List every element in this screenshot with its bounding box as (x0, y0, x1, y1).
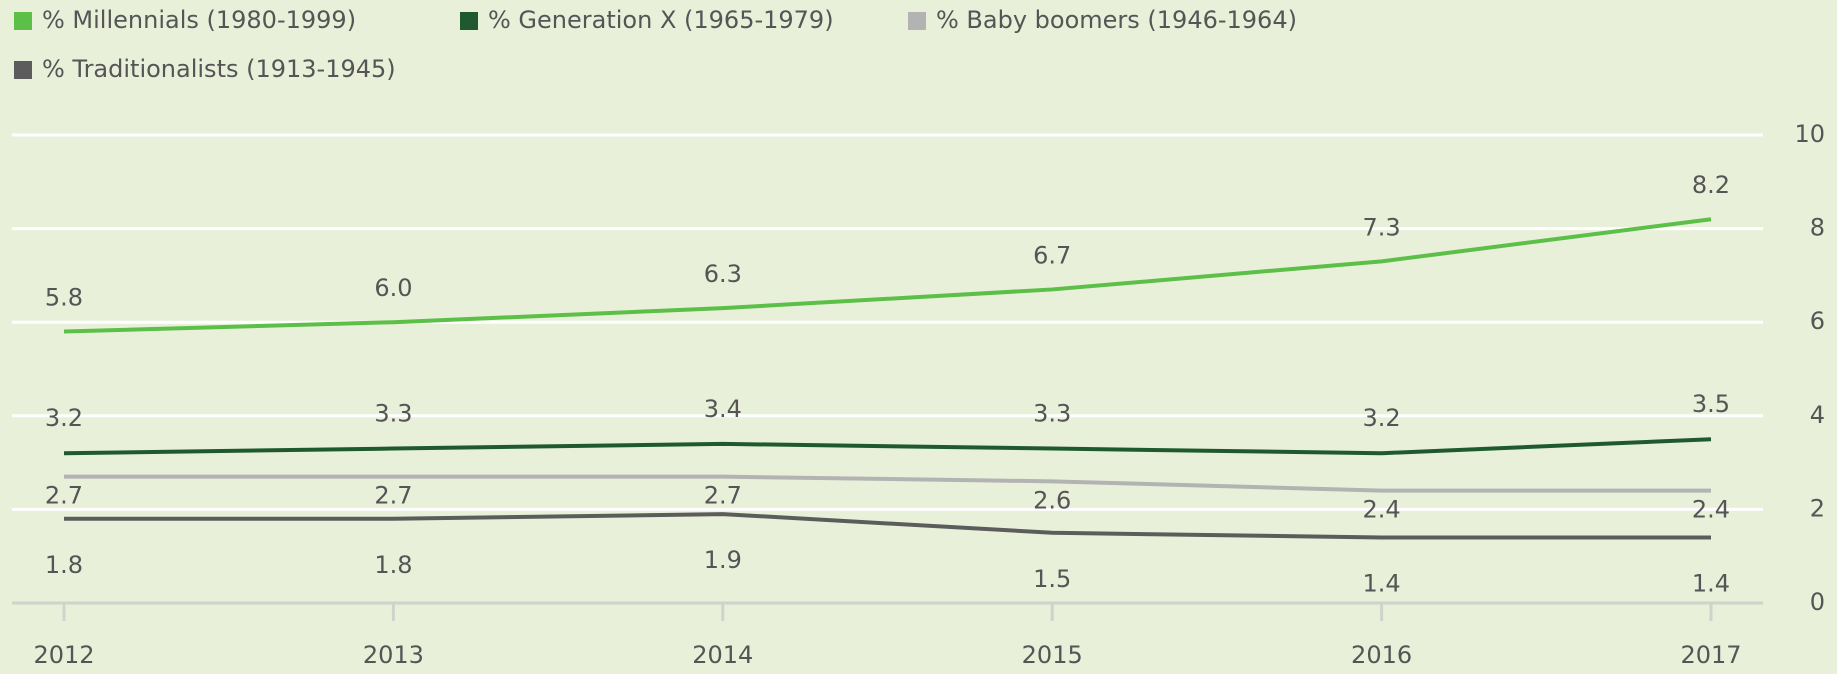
x-tick-label: 2013 (363, 641, 424, 669)
data-label: 1.8 (45, 551, 83, 579)
data-label: 3.3 (1033, 400, 1071, 428)
legend-swatch (14, 61, 32, 79)
data-label: 3.3 (374, 400, 412, 428)
y-tick-label: 8 (1810, 214, 1825, 242)
x-tick-label: 2015 (1022, 641, 1083, 669)
data-label: 1.5 (1033, 565, 1071, 593)
y-tick-label: 0 (1810, 588, 1825, 616)
data-label: 1.4 (1363, 569, 1401, 597)
data-label: 5.8 (45, 284, 83, 312)
data-label: 3.2 (1363, 404, 1401, 432)
data-label: 1.8 (374, 551, 412, 579)
x-tick-label: 2012 (33, 641, 94, 669)
legend-swatch (460, 12, 478, 30)
data-label: 7.3 (1363, 213, 1401, 241)
series-line (64, 512, 1711, 540)
data-label: 1.9 (704, 546, 742, 574)
data-label: 2.6 (1033, 486, 1071, 514)
legend-label: % Traditionalists (1913-1945) (42, 55, 396, 83)
legend-label: % Baby boomers (1946-1964) (936, 6, 1297, 34)
legend-label: % Millennials (1980-1999) (42, 6, 356, 34)
data-label: 6.7 (1033, 241, 1071, 269)
data-label: 8.2 (1692, 171, 1730, 199)
data-label: 3.5 (1692, 390, 1730, 418)
x-tick-label: 2016 (1351, 641, 1412, 669)
data-label: 2.4 (1363, 496, 1401, 524)
data-label: 2.7 (45, 482, 83, 510)
x-tick-label: 2017 (1680, 641, 1741, 669)
data-label: 2.7 (704, 482, 742, 510)
data-label: 6.3 (704, 260, 742, 288)
data-label: 1.4 (1692, 569, 1730, 597)
data-label: 2.7 (374, 482, 412, 510)
data-label: 6.0 (374, 274, 412, 302)
y-tick-label: 4 (1810, 401, 1825, 429)
series-line (63, 217, 1712, 334)
y-tick-label: 2 (1810, 494, 1825, 522)
legend-swatch (14, 12, 32, 30)
x-tick-label: 2014 (692, 641, 753, 669)
series-line (64, 474, 1711, 493)
data-label: 2.4 (1692, 496, 1730, 524)
y-tick-label: 10 (1794, 120, 1825, 148)
legend-swatch (908, 12, 926, 30)
series-line (63, 437, 1712, 456)
data-label: 3.4 (704, 395, 742, 423)
data-label: 3.2 (45, 404, 83, 432)
legend-label: % Generation X (1965-1979) (488, 6, 834, 34)
y-tick-label: 6 (1810, 307, 1825, 335)
